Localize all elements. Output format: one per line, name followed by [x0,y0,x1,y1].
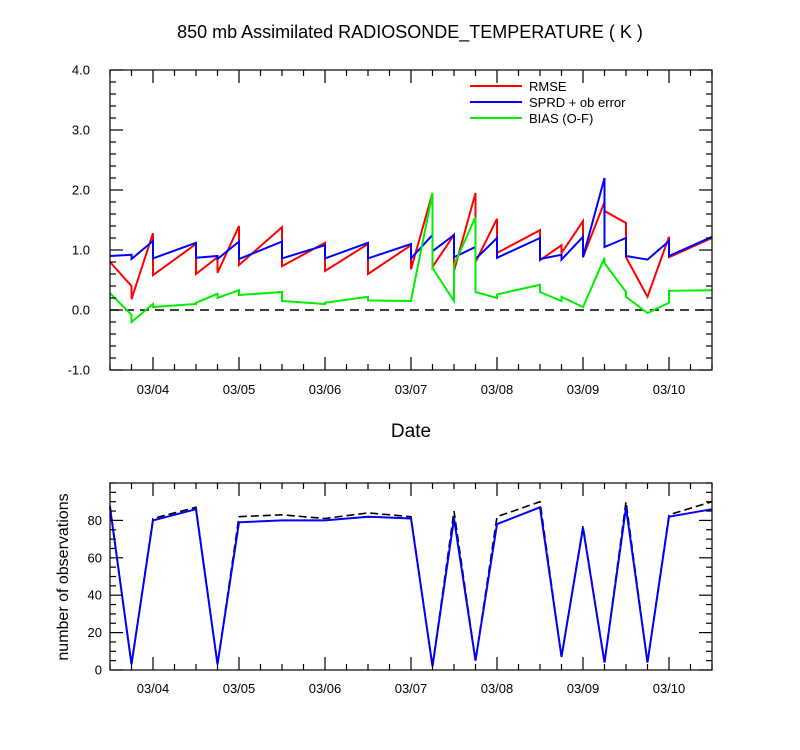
x-axis-title: Date [391,421,431,442]
x-tick-label: 03/06 [309,382,342,397]
bottom-plot-area [109,500,713,667]
y-tick-label: 1.0 [72,243,90,258]
y-tick-label: 40 [88,588,102,603]
x-tick-label: 03/10 [653,382,686,397]
x-tick-label: 03/08 [481,382,514,397]
legend-label: RMSE [529,79,567,94]
y-tick-label: 0 [95,663,102,678]
y-tick-label: 60 [88,550,102,565]
x-tick-label: 03/05 [223,681,256,696]
x-tick-label: 03/10 [653,681,686,696]
top-panel: 03/04 03/05 03/06 03/07 03/08 03/09 03/10 -1.0 0… [68,63,713,442]
x-tick-label: 03/04 [137,681,170,696]
y-tick-label: 2.0 [72,183,90,198]
x-tick-label: 03/05 [223,382,256,397]
obs-assimilated-line [109,505,713,667]
x-tick-label: 03/06 [309,681,342,696]
sprd-line [109,177,713,263]
bias-line [109,192,713,325]
obs-possible-line [109,500,713,667]
y-tick-label: 20 [88,625,102,640]
top-ticks: 03/04 03/05 03/06 03/07 03/08 03/09 03/10 -1.0 0… [68,63,713,397]
x-tick-label: 03/08 [481,681,514,696]
x-tick-label: 03/04 [137,382,170,397]
x-tick-label: 03/09 [567,382,600,397]
bottom-plot-frame [109,482,713,671]
y-tick-label: 0.0 [72,303,90,318]
chart-title: 850 mb Assimilated RADIOSONDE_TEMPERATUR… [177,22,643,43]
y-tick-label: -1.0 [68,363,90,378]
x-tick-label: 03/07 [395,681,428,696]
y-tick-label: 4.0 [72,63,90,78]
y-tick-label: 3.0 [72,123,90,138]
top-plot-area [109,177,713,325]
bottom-ticks: 03/04 03/05 03/06 03/07 03/08 03/09 03/10 0 20 40… [88,482,713,696]
y-tick-label: 80 [88,513,102,528]
y-axis-title-observations: number of observations [55,493,72,660]
legend-label: BIAS (O-F) [529,111,593,126]
x-tick-label: 03/09 [567,681,600,696]
x-tick-label: 03/07 [395,382,428,397]
bottom-panel: 03/04 03/05 03/06 03/07 03/08 03/09 03/10 0 20 40… [55,482,713,696]
legend-label: SPRD + ob error [529,95,626,110]
